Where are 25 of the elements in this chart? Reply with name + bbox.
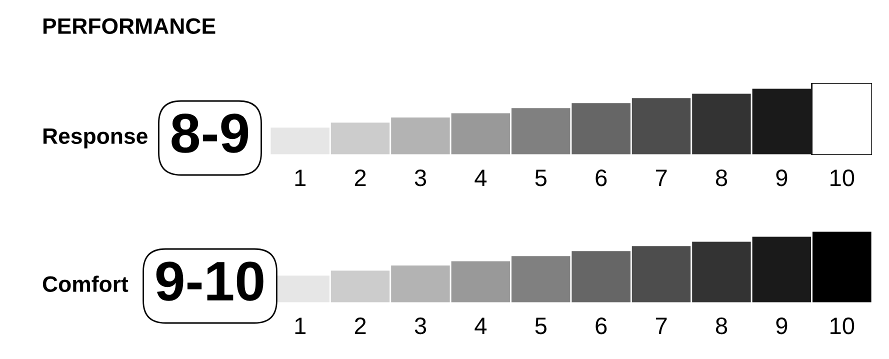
x-tick-label: 1 [295, 170, 306, 186]
x-tick-label: 9 [776, 170, 788, 186]
x-tick-label: 1 [295, 318, 306, 334]
x-tick-label: 5 [535, 318, 546, 334]
x-tick-label: 10 [830, 318, 854, 334]
x-tick-label: 9 [776, 318, 788, 334]
x-tick-label: 10 [830, 170, 854, 186]
text: 9-10 [156, 262, 264, 301]
x-tick-label: 2 [354, 170, 366, 186]
x-tick-label: 7 [656, 318, 667, 334]
x-tick-label: 3 [414, 170, 426, 186]
x-tick-label: 4 [474, 170, 487, 186]
x-tick-label: 8 [716, 318, 728, 334]
x-tick-label: 6 [596, 318, 607, 334]
x-tick-label: 8 [716, 170, 728, 186]
x-tick-label: 2 [354, 318, 366, 334]
x-tick-label: 4 [474, 318, 487, 334]
x-tick-label: 3 [414, 318, 426, 334]
y-axis-title: Response [43, 128, 148, 148]
x-tick-label: 7 [656, 170, 667, 186]
x-tick-label: 5 [535, 170, 546, 186]
text: 8-9 [172, 114, 248, 153]
x-tick-label: 6 [596, 170, 607, 186]
chart-title: PERFORMANCE [43, 18, 216, 34]
y-axis-title: Comfort [42, 276, 128, 292]
